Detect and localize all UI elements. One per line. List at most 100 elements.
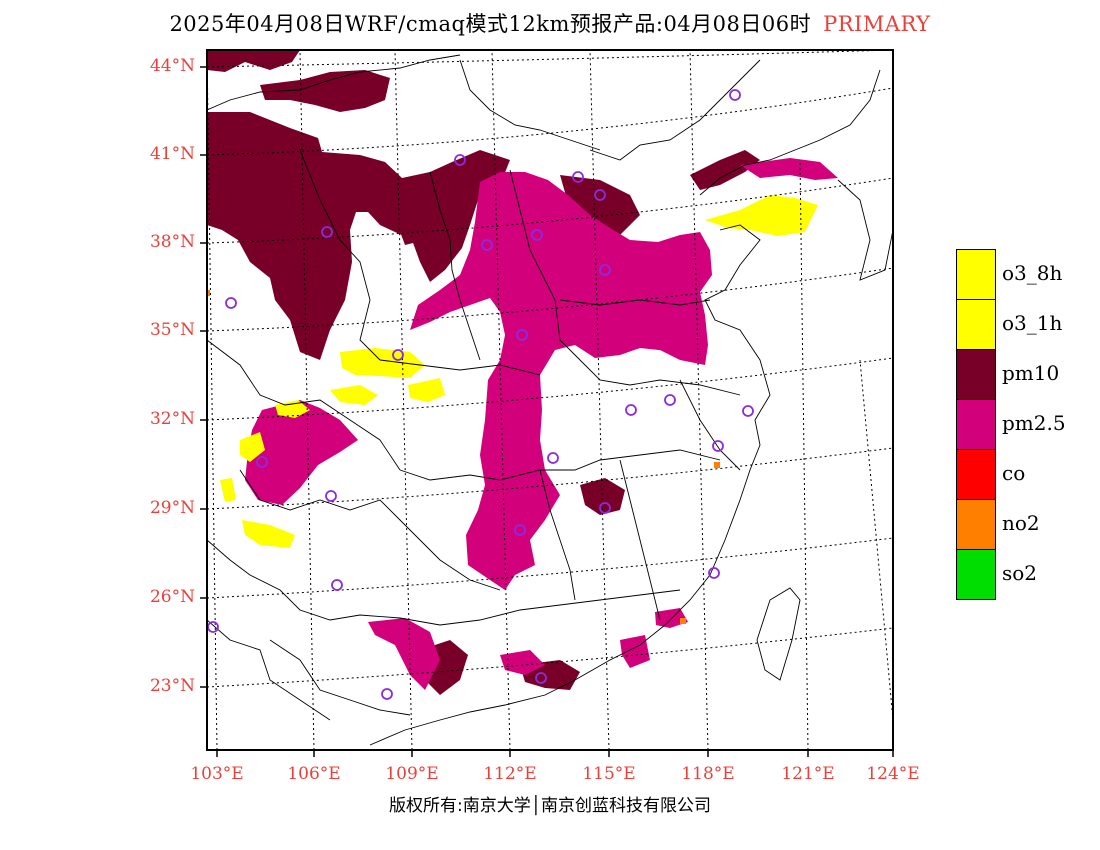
boundary-line <box>299 149 381 361</box>
boundary-line <box>399 449 721 481</box>
boundary-line <box>429 171 481 361</box>
o3-region-shaanxi <box>340 348 425 378</box>
station-marker <box>729 89 741 101</box>
legend-swatch <box>956 299 996 350</box>
meridian-line <box>207 50 218 750</box>
legend-item-so2: so2 <box>956 549 1100 600</box>
station-marker <box>454 154 466 166</box>
legend-label: o3_8h <box>1002 261 1063 285</box>
station-marker <box>599 502 611 514</box>
station-marker <box>256 456 268 468</box>
station-marker <box>664 394 676 406</box>
legend-swatch <box>956 499 996 550</box>
legend-label: o3_1h <box>1002 311 1063 335</box>
lat-label-26n: 26°N <box>149 587 195 607</box>
legend-label: no2 <box>1002 511 1040 535</box>
legend-label: pm2.5 <box>1002 411 1066 435</box>
boundaries <box>207 54 893 746</box>
pm10-region-ordos <box>390 198 435 245</box>
legend-swatch <box>956 349 996 400</box>
parallel-line <box>207 267 893 332</box>
parallel-line <box>207 627 893 688</box>
korea-outline <box>837 179 893 281</box>
pm10-region-jiangxi <box>580 478 625 515</box>
station-marker <box>742 405 754 417</box>
station-marker <box>207 621 219 633</box>
lon-label-118e: 118°E <box>681 764 735 784</box>
meridian-line <box>859 359 893 721</box>
lat-label-35n: 35°N <box>149 320 195 340</box>
map-frame <box>206 49 894 751</box>
pm25-region-liaoning-band <box>740 158 838 180</box>
boundary-line <box>509 169 556 301</box>
coastline-north <box>699 69 881 196</box>
lat-label-29n: 29°N <box>149 498 195 518</box>
pm25-region-north-china-plain <box>410 172 712 590</box>
no2-specks <box>207 290 720 624</box>
lat-label-23n: 23°N <box>149 676 195 696</box>
legend-swatch <box>956 249 996 300</box>
pm25-region-guangdong-east <box>620 635 650 668</box>
pm10-region-north-strip <box>260 70 390 112</box>
lon-label-124e: 124°E <box>866 764 920 784</box>
meridian-line <box>299 50 315 750</box>
parallel-line <box>207 537 893 599</box>
legend-label: so2 <box>1002 561 1038 585</box>
legend-item-o3-1h: o3_1h <box>956 299 1100 350</box>
parallel-line <box>207 177 893 244</box>
parallel-line <box>207 87 893 156</box>
station-marker <box>531 229 543 241</box>
station-marker <box>572 171 584 183</box>
boundary-line <box>554 299 741 396</box>
legend-item-no2: no2 <box>956 499 1100 550</box>
o3-region-bohai <box>705 195 818 236</box>
station-marker <box>625 404 637 416</box>
no2-speck <box>207 290 210 296</box>
lon-label-112e: 112°E <box>483 764 537 784</box>
lat-label-38n: 38°N <box>149 232 195 252</box>
pm25-region-guangxi <box>368 618 440 690</box>
pm25-region-pearl-river <box>500 650 545 675</box>
station-markers <box>207 89 754 700</box>
pm25-regions <box>245 158 838 690</box>
station-marker <box>381 688 393 700</box>
lon-label-103e: 103°E <box>190 764 244 784</box>
legend-swatch <box>956 449 996 500</box>
o3-region-henan <box>408 378 445 402</box>
station-marker <box>594 189 606 201</box>
boundary-line <box>539 469 576 601</box>
no2-speck <box>714 462 720 468</box>
lon-label-106e: 106°E <box>287 764 341 784</box>
o3-region-guizhou <box>242 520 295 548</box>
legend-item-o3-8h: o3_8h <box>956 249 1100 300</box>
parallel-line <box>207 447 893 510</box>
meridian-line <box>491 50 511 750</box>
station-marker <box>516 329 528 341</box>
boundary-line <box>559 299 711 306</box>
map-content <box>207 50 893 750</box>
title-main: 2025年04月08日WRF/cmaq模式12km预报产品:04月08日06时 <box>169 12 812 36</box>
station-marker <box>514 524 526 536</box>
pm10-region-northwest <box>207 112 510 360</box>
parallel-line <box>207 50 893 68</box>
boundary-line <box>589 59 761 161</box>
boundary-line <box>207 619 331 721</box>
tick-marks <box>200 66 894 757</box>
meridian-line <box>589 50 610 750</box>
title-primary-tag: PRIMARY <box>823 12 931 36</box>
boundary-line <box>269 639 411 716</box>
taiwan-outline <box>756 587 801 681</box>
graticule <box>207 50 893 750</box>
copyright-text: 版权所有:南京大学│南京创蓝科技有限公司 <box>389 796 711 816</box>
meridian-line <box>799 159 809 750</box>
station-marker <box>325 490 337 502</box>
boundary-line <box>459 59 601 151</box>
no2-speck <box>680 618 686 624</box>
boundary-line <box>207 339 401 471</box>
station-marker <box>712 440 724 452</box>
lat-label-41n: 41°N <box>149 144 195 164</box>
legend-label: pm10 <box>1002 361 1060 385</box>
legend-swatch <box>956 549 996 600</box>
boundary-line <box>207 54 461 111</box>
